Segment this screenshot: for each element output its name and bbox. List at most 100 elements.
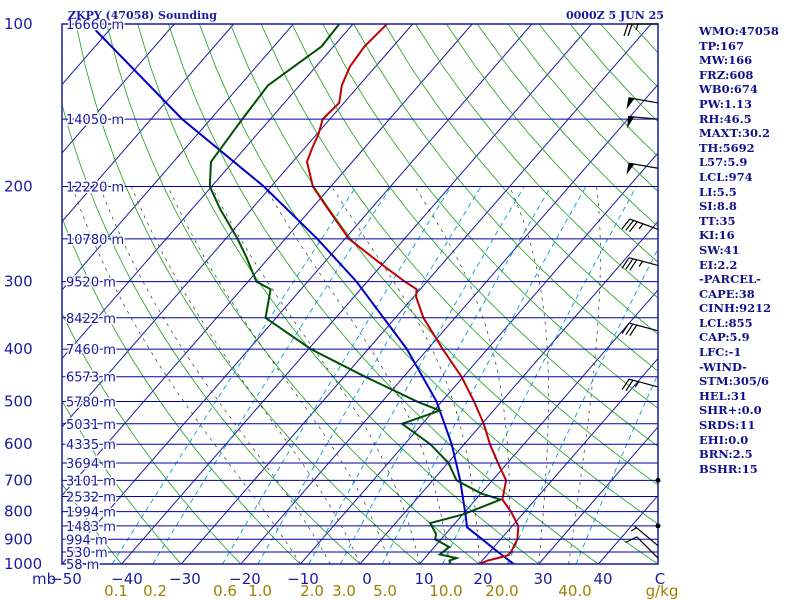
height-label: 1483 m: [66, 520, 116, 535]
height-label: 4335 m: [66, 438, 116, 453]
dry-adiabat-line: [62, 216, 301, 564]
isotherm-line: [62, 24, 294, 291]
barb-shaft: [628, 378, 659, 388]
isotherm-line: [419, 289, 658, 564]
height-label-halo: 8422 m: [66, 312, 116, 327]
height-label-halo: 16660 m: [66, 18, 124, 33]
wind-barb: [621, 218, 659, 233]
stat-line: WB0:674: [699, 82, 758, 97]
barb-full: [623, 23, 629, 37]
barb-half: [638, 260, 644, 267]
stats-panel: WMO:47058 TP:167 MW:166 FRZ:608 WB0:674 PW:1.…: [699, 24, 799, 476]
barb-full: [625, 258, 634, 270]
plot-border: [61, 23, 659, 565]
temperature-tick-label: 40: [593, 570, 612, 588]
pressure-label: 500: [4, 392, 33, 410]
height-label: 14050 m: [66, 113, 124, 128]
isotherm-line: [62, 24, 175, 154]
height-label-halo: 5780 m: [66, 395, 116, 410]
mixing-ratio-label: 3.0: [332, 582, 356, 600]
wind-barb: [621, 257, 659, 271]
wind-barb: [621, 322, 659, 337]
mixing-ratio-line: [381, 186, 587, 564]
barb-shaft: [628, 257, 659, 267]
temperature-tick-label: −50: [50, 570, 82, 588]
calm-wind-dot: [655, 523, 661, 529]
stat-line: STM:305/6: [699, 374, 770, 389]
background-grid: [62, 24, 658, 564]
moist-adiabat-line: [99, 186, 331, 564]
stat-line: TP:167: [699, 38, 745, 53]
isotherm-line: [121, 24, 592, 564]
temperature-tick-label: 0: [362, 570, 372, 588]
stat-line: LCL:974: [699, 169, 753, 184]
isotherm-line: [300, 152, 658, 564]
stat-line: EI:2.2: [699, 257, 738, 272]
mixing-ratio-label: 10.0: [429, 582, 462, 600]
pressure-label: 900: [4, 530, 33, 548]
height-label: 3101 m: [66, 474, 116, 489]
wind-barb: [655, 523, 661, 529]
barb-shaft: [629, 218, 659, 230]
mixing-ratio-label: 2.0: [300, 582, 324, 600]
height-label-halo: 7460 m: [66, 343, 116, 358]
stat-line: TH:5692: [699, 140, 755, 155]
barb-full: [628, 221, 638, 233]
stat-line: BSHR:15: [699, 461, 758, 476]
moist-adiabat-line: [414, 186, 511, 564]
height-label: 5031 m: [66, 418, 116, 433]
stat-line: RH:46.5: [699, 111, 752, 126]
height-label-halo: 10780 m: [66, 233, 124, 248]
barb-full: [627, 23, 633, 37]
moist-adiabat-line: [72, 186, 301, 564]
height-label: 7460 m: [66, 343, 116, 358]
wind-barb: [630, 525, 659, 547]
pressure-label: 400: [4, 340, 33, 358]
temperature-tick-label: C: [655, 570, 665, 588]
mixing-ratio-label: 1.0: [248, 582, 272, 600]
wind-barb: [655, 477, 661, 483]
barb-full: [621, 257, 630, 269]
stat-line: CAPE:38: [699, 286, 755, 301]
isotherm-line: [62, 24, 473, 497]
stat-line: LFC:-1: [699, 345, 742, 360]
barb-full: [629, 259, 638, 271]
stat-line: LCL:855: [699, 315, 753, 330]
height-label-halo: 12220 m: [66, 181, 124, 196]
pressure-label: 600: [4, 435, 33, 453]
barb-full: [621, 378, 630, 391]
stat-line: -PARCEL-: [699, 272, 761, 287]
dry-adiabat-line: [106, 24, 480, 564]
chart-title: ZKPY (47058) Sounding: [68, 9, 217, 22]
isotherm-line: [62, 24, 413, 428]
barb-shaft: [636, 536, 659, 559]
stat-line: MAXT:30.2: [699, 126, 770, 141]
barb-full: [625, 323, 634, 335]
mixing-ratio-line: [506, 247, 658, 564]
wind-barbs: [621, 23, 661, 559]
dewpoint-line: [208, 24, 504, 564]
height-label-halo: 530 m: [66, 546, 108, 561]
pressure-label: 100: [4, 15, 33, 33]
barb-shaft: [628, 115, 659, 120]
isotherm-line: [538, 426, 658, 564]
dry-adiabat-line: [75, 24, 420, 564]
barb-shaft: [634, 525, 659, 547]
moist-adiabat-line: [131, 186, 361, 564]
mixing-ratio-line: [152, 186, 392, 564]
mixing-ratio-label: 0.1: [104, 582, 128, 600]
barb-flag: [627, 116, 635, 129]
height-label: 58 m: [66, 558, 99, 573]
height-label: 8422 m: [66, 312, 116, 327]
height-label: 12220 m: [66, 181, 124, 196]
barb-full: [621, 322, 630, 334]
moist-adiabat-line: [264, 186, 450, 564]
stat-line: HEL:31: [699, 388, 747, 403]
height-label-halo: 3694 m: [66, 457, 116, 472]
pressure-label: 200: [4, 178, 33, 196]
mixing-ratio-label: 5.0: [373, 582, 397, 600]
stat-line: EHI:0.0: [699, 432, 749, 447]
stat-line: BRN:2.5: [699, 447, 753, 462]
stat-line: SHR+:0.0: [699, 403, 762, 418]
barb-full: [625, 379, 634, 392]
